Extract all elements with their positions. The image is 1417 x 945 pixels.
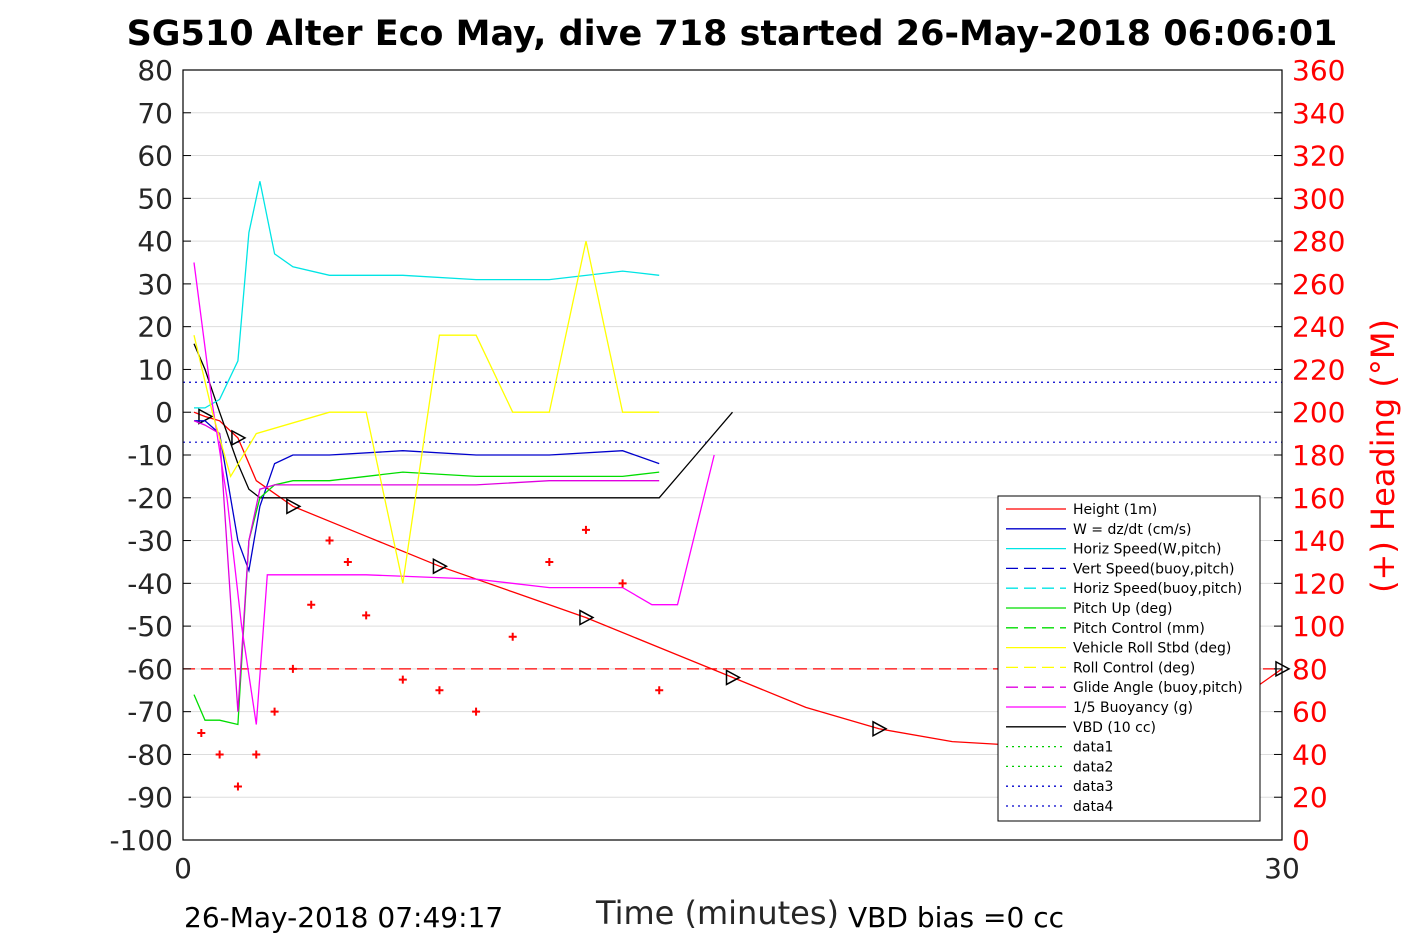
legend-box <box>997 495 1261 822</box>
left-tick-label: -90 <box>127 781 173 814</box>
left-tick-label: 20 <box>137 311 173 344</box>
heading-point <box>581 525 590 534</box>
heading-point <box>325 536 334 545</box>
height-marker <box>872 720 888 738</box>
legend-label: Horiz Speed(W,pitch) <box>1073 542 1221 558</box>
left-tick-label: -40 <box>127 567 173 600</box>
right-tick-label: 200 <box>1292 396 1345 429</box>
height-marker <box>579 609 595 626</box>
right-tick-label: 300 <box>1292 182 1345 215</box>
legend-label: data2 <box>1073 759 1113 775</box>
right-tick-label: 40 <box>1292 738 1328 771</box>
footer-timestamp: 26-May-2018 07:49:17 <box>184 901 504 934</box>
series-line-pitch <box>193 471 660 726</box>
left-tick-label: -80 <box>127 738 173 771</box>
heading-point <box>472 707 481 716</box>
left-tick-label: 0 <box>155 396 173 429</box>
heading-point <box>618 579 627 588</box>
left-tick-label: -70 <box>127 696 173 729</box>
right-tick-label: 220 <box>1292 353 1345 386</box>
right-tick-label: 260 <box>1292 268 1345 301</box>
right-tick-label: 240 <box>1292 311 1345 344</box>
legend-label: W = dz/dt (cm/s) <box>1073 522 1192 538</box>
height-marker <box>432 557 449 575</box>
left-tick-label: -20 <box>127 482 173 515</box>
right-tick-label: 120 <box>1292 567 1345 600</box>
x-axis-label: Time (minutes) <box>595 894 839 932</box>
left-tick-label: -30 <box>127 525 173 558</box>
left-tick-label: 60 <box>137 140 173 173</box>
right-tick-label: 280 <box>1292 225 1345 258</box>
chart-title: SG510 Alter Eco May, dive 718 started 26… <box>126 14 1338 54</box>
heading-point <box>398 675 407 684</box>
height-marker <box>286 498 302 515</box>
legend-label: Horiz Speed(buoy,pitch) <box>1073 581 1242 597</box>
heading-point <box>545 557 554 566</box>
height-marker <box>198 408 214 425</box>
legend-label: data4 <box>1073 799 1114 815</box>
series-line-buoyancy <box>193 262 715 725</box>
left-tick-label: 50 <box>137 182 173 215</box>
heading-point <box>215 750 224 759</box>
legend-label: Roll Control (deg) <box>1073 660 1195 676</box>
heading-point <box>362 611 371 620</box>
legend-label: data1 <box>1073 740 1113 756</box>
x-tick-label: 0 <box>174 852 192 885</box>
heading-point <box>307 600 316 609</box>
x-tick-label: 30 <box>1264 852 1300 885</box>
legend-label: Vert Speed(buoy,pitch) <box>1073 561 1235 577</box>
left-tick-label: 70 <box>137 97 173 130</box>
left-tick-label: 80 <box>137 54 173 87</box>
right-tick-label: 140 <box>1292 525 1345 558</box>
series-line-horiz_speed <box>194 181 660 409</box>
series-line-w <box>194 420 660 574</box>
left-tick-label: 40 <box>137 225 173 258</box>
series-line-glide <box>193 420 660 712</box>
right-tick-label: 80 <box>1292 653 1328 686</box>
right-tick-label: 160 <box>1292 482 1345 515</box>
heading-point <box>435 686 444 695</box>
legend-label: Pitch Control (mm) <box>1073 621 1205 637</box>
series-line-vbd <box>193 343 733 499</box>
right-tick-label: 20 <box>1292 781 1328 814</box>
left-tick-label: -10 <box>127 439 173 472</box>
height-marker <box>231 429 247 447</box>
right-tick-label: 100 <box>1292 610 1345 643</box>
right-tick-label: 360 <box>1292 54 1345 87</box>
right-tick-label: 180 <box>1292 439 1345 472</box>
heading-point <box>270 707 279 716</box>
footer-vbd-bias: VBD bias =0 cc <box>848 901 1064 934</box>
left-tick-label: -60 <box>127 653 173 686</box>
left-tick-label: 10 <box>137 353 173 386</box>
right-tick-label: 60 <box>1292 696 1328 729</box>
heading-point <box>233 782 242 791</box>
right-tick-label: 320 <box>1292 140 1345 173</box>
heading-point <box>197 729 206 738</box>
right-tick-label: 0 <box>1292 824 1310 857</box>
legend-label: Pitch Up (deg) <box>1073 601 1172 617</box>
left-tick-label: -100 <box>109 824 173 857</box>
legend-label: VBD (10 cc) <box>1073 720 1156 736</box>
heading-point <box>252 750 261 759</box>
legend-label: 1/5 Buoyancy (g) <box>1073 700 1193 716</box>
legend-label: data3 <box>1073 779 1113 795</box>
left-tick-label: -50 <box>127 610 173 643</box>
heading-point <box>343 557 352 566</box>
heading-point <box>508 632 517 641</box>
legend-label: Vehicle Roll Stbd (deg) <box>1073 641 1231 657</box>
height-marker <box>725 669 742 686</box>
legend-label: Height (1m) <box>1073 502 1157 518</box>
heading-point <box>655 686 664 695</box>
left-tick-label: 30 <box>137 268 173 301</box>
series-line-roll <box>193 240 660 584</box>
right-tick-label: 340 <box>1292 97 1345 130</box>
right-axis-label: (+) Heading (°M) <box>1364 319 1402 593</box>
heading-point <box>288 664 297 673</box>
legend-label: Glide Angle (buoy,pitch) <box>1073 680 1243 696</box>
